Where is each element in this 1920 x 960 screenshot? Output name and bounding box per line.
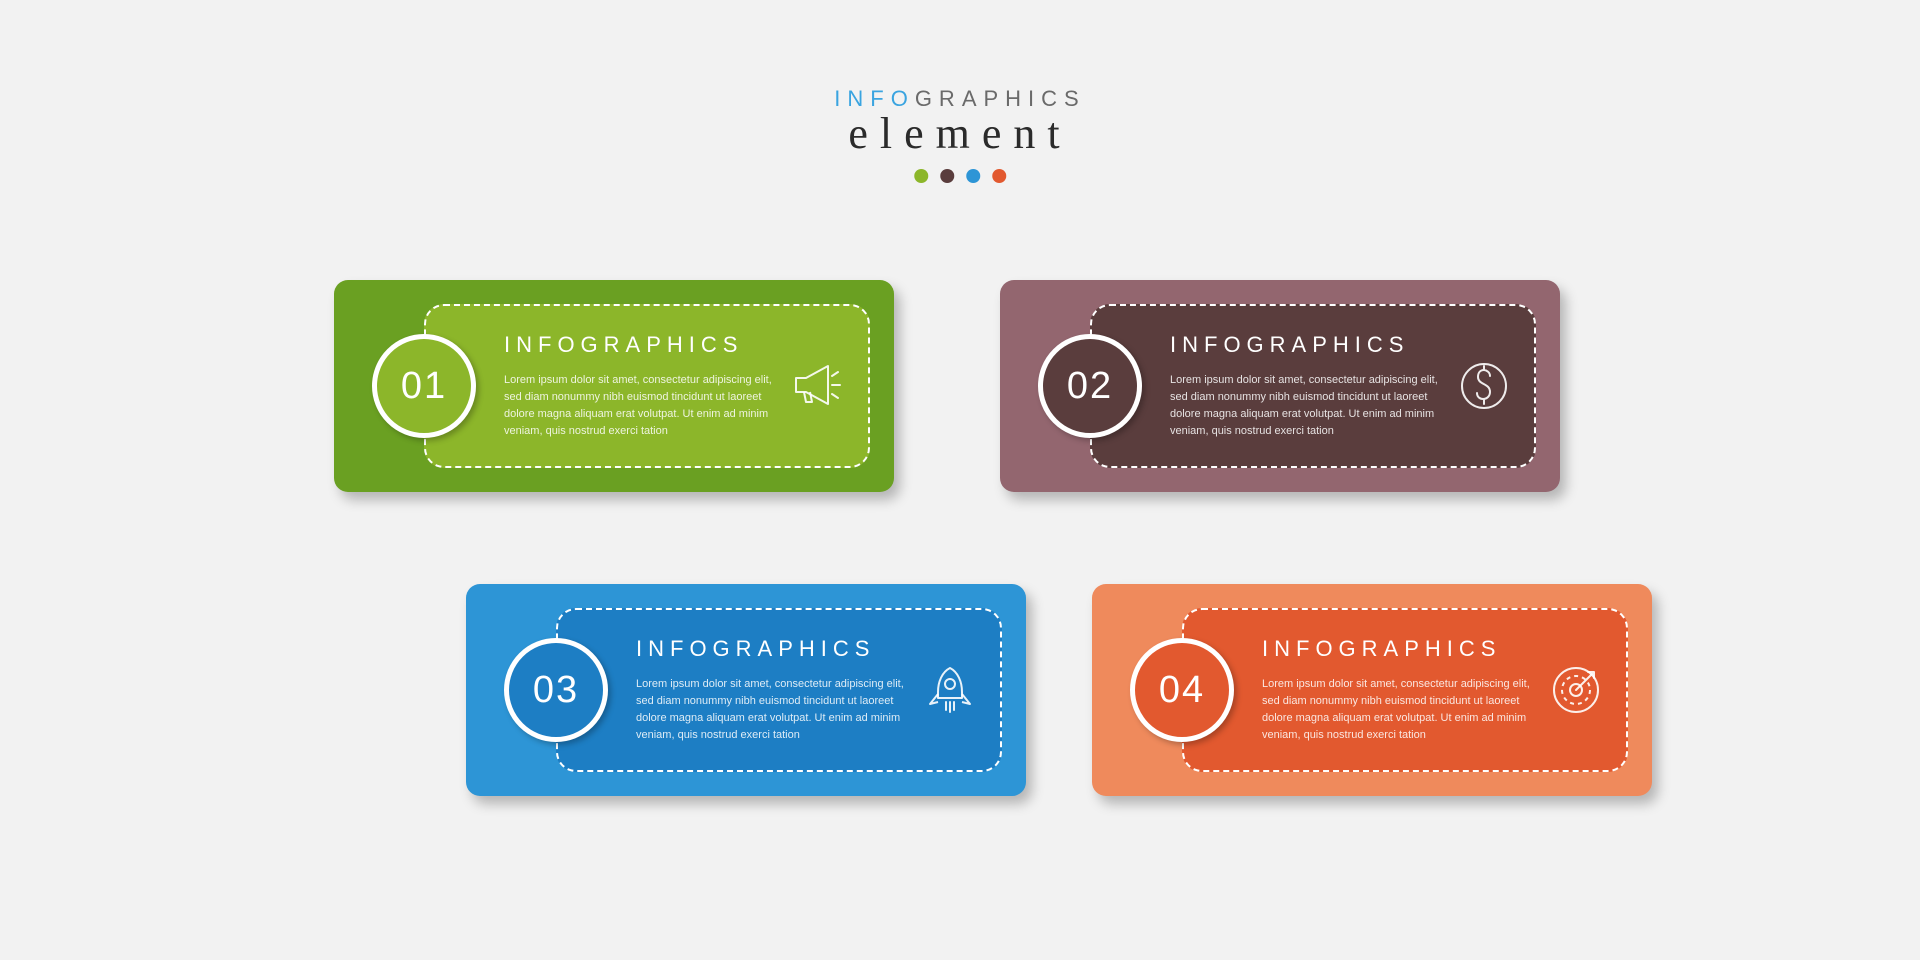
step-number-badge: 03 [504,638,608,742]
infographic-card-04: 04 INFOGRAPHICS Lorem ipsum dolor sit amet… [1092,584,1652,796]
header-dot-3 [966,169,980,183]
card-title: INFOGRAPHICS [1170,332,1409,358]
dollar-icon [1456,358,1512,414]
card-body-text: Lorem ipsum dolor sit amet, consectetur … [636,676,906,744]
megaphone-icon [790,358,846,414]
header-dot-4 [992,169,1006,183]
card-title: INFOGRAPHICS [1262,636,1501,662]
card-title: INFOGRAPHICS [504,332,743,358]
rocket-icon [922,662,978,718]
infographic-card-03: 03 INFOGRAPHICS Lorem ipsum dolor sit amet… [466,584,1026,796]
card-body-text: Lorem ipsum dolor sit amet, consectetur … [504,372,774,440]
infographic-card-01: 01 INFOGRAPHICS Lorem ipsum dolor sit amet… [334,280,894,492]
card-body-text: Lorem ipsum dolor sit amet, consectetur … [1170,372,1440,440]
step-number-badge: 02 [1038,334,1142,438]
card-title: INFOGRAPHICS [636,636,875,662]
header-dot-1 [914,169,928,183]
card-body-text: Lorem ipsum dolor sit amet, consectetur … [1262,676,1532,744]
header-line2: element [834,108,1085,159]
header-dot-2 [940,169,954,183]
step-number-badge: 04 [1130,638,1234,742]
target-icon [1548,662,1604,718]
header-color-dots [834,169,1085,183]
step-number-badge: 01 [372,334,476,438]
header: INFOGRAPHICS element [834,86,1085,183]
infographic-card-02: 02 INFOGRAPHICS Lorem ipsum dolor sit amet… [1000,280,1560,492]
